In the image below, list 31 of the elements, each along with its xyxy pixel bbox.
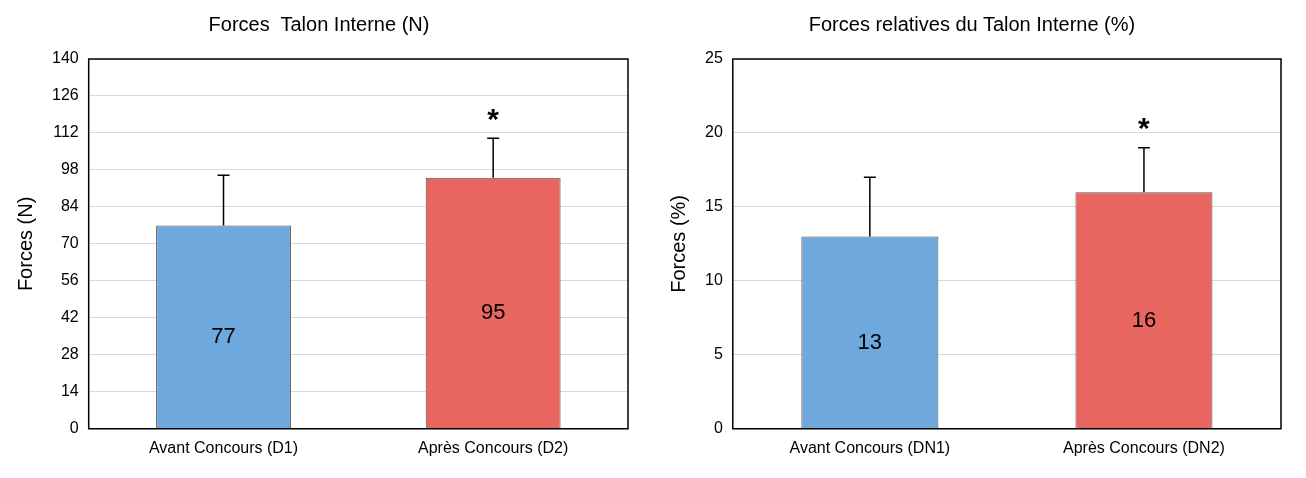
data-label: 77 [211,323,236,349]
y-axis-title: Forces (%) [666,195,689,293]
annotation: * [487,101,500,135]
y-tick-label: 0 [713,419,723,437]
data-label: 16 [1131,306,1157,332]
y-tick-label: 0 [69,419,79,437]
chart-title: Forces relatives du Talon Interne (%) [808,12,1136,35]
x-tick-label: Avant Concours (D1) [148,438,299,456]
x-tick-label: Avant Concours (DN1) [789,438,951,456]
y-tick-label: 70 [60,234,79,252]
data-label: 95 [480,299,506,325]
y-tick-label: 25 [705,49,723,67]
y-tick-label: 28 [60,345,79,363]
x-tick-label: Après Concours (DN2) [1063,438,1225,456]
y-tick-label: 84 [60,197,79,215]
y-tick-label: 10 [705,271,723,289]
annotation: * [1138,111,1151,145]
y-axis-title: Forces (N) [13,196,36,292]
y-tick-label: 56 [60,271,79,289]
chart-title: Forces Talon Interne (N) [208,12,430,35]
data-label: 13 [857,328,883,354]
y-tick-label: 112 [53,123,79,141]
y-tick-label: 20 [705,123,723,141]
y-tick-label: 42 [60,308,79,326]
y-tick-label: 98 [60,160,79,178]
y-tick-label: 14 [60,382,79,400]
y-tick-label: 140 [51,49,79,67]
y-tick-label: 15 [705,197,723,215]
y-tick-label: 126 [51,86,79,104]
y-tick-label: 5 [713,345,723,363]
x-tick-label: Après Concours (D2) [418,438,569,456]
